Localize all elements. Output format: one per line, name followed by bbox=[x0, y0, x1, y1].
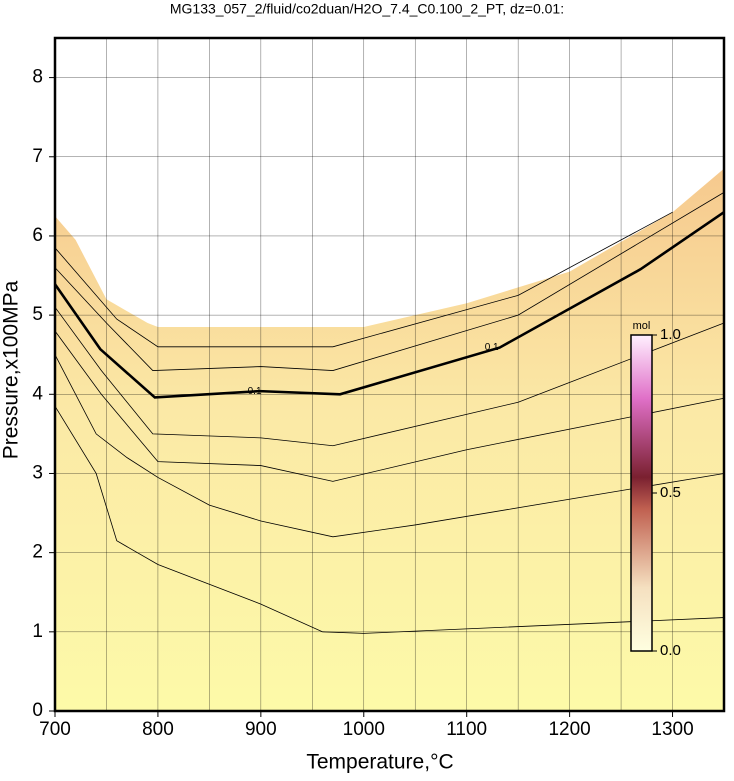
contour-line bbox=[54, 354, 725, 538]
x-tick-label: 1000 bbox=[343, 719, 385, 740]
colorbar-tick-label: 0.5 bbox=[660, 484, 681, 501]
x-tick-label: 1100 bbox=[446, 719, 487, 740]
y-tick-label: 0 bbox=[32, 700, 43, 721]
contour-line bbox=[54, 306, 725, 447]
y-tick-label: 6 bbox=[32, 225, 43, 246]
contour-label: 0.1 bbox=[485, 342, 499, 353]
y-tick-label: 3 bbox=[32, 462, 43, 483]
contour-line bbox=[54, 330, 725, 482]
x-axis-label: Temperature,°C bbox=[306, 751, 453, 774]
colorbar-tick-label: 1.0 bbox=[660, 326, 681, 343]
y-tick-label: 8 bbox=[32, 67, 43, 88]
contour-line bbox=[54, 405, 725, 634]
x-tick-label: 800 bbox=[142, 719, 174, 740]
colorbar-tick-label: 0.0 bbox=[660, 642, 681, 659]
y-tick-label: 2 bbox=[32, 542, 43, 563]
contour-line bbox=[54, 192, 725, 371]
y-tick-label: 5 bbox=[32, 304, 43, 325]
x-tick-label: 1200 bbox=[548, 719, 590, 740]
y-axis-label: Pressure,x100MPa bbox=[0, 280, 23, 459]
x-tick-label: 900 bbox=[245, 719, 277, 740]
colorbar-label: mol bbox=[633, 320, 651, 332]
x-tick-label: 700 bbox=[39, 719, 71, 740]
y-tick-label: 1 bbox=[32, 621, 43, 642]
chart-title: MG133_057_2/fluid/co2duan/H2O_7.4_C0.100… bbox=[170, 1, 564, 17]
plot-frame bbox=[53, 36, 726, 713]
y-tick-label: 4 bbox=[32, 383, 43, 404]
contour-line bbox=[54, 211, 673, 348]
y-tick-label: 7 bbox=[32, 146, 43, 167]
surface bbox=[55, 168, 724, 711]
contour-line bbox=[53, 211, 725, 399]
x-tick-label: 1300 bbox=[651, 719, 693, 740]
plot-area: 0.1 0.1 700 800 900 1000 1100 1200 1300 0 1 2 3 4 5 6 7 8… bbox=[32, 36, 726, 740]
contour-label: 0.1 bbox=[248, 386, 262, 397]
colorbar bbox=[630, 334, 653, 652]
